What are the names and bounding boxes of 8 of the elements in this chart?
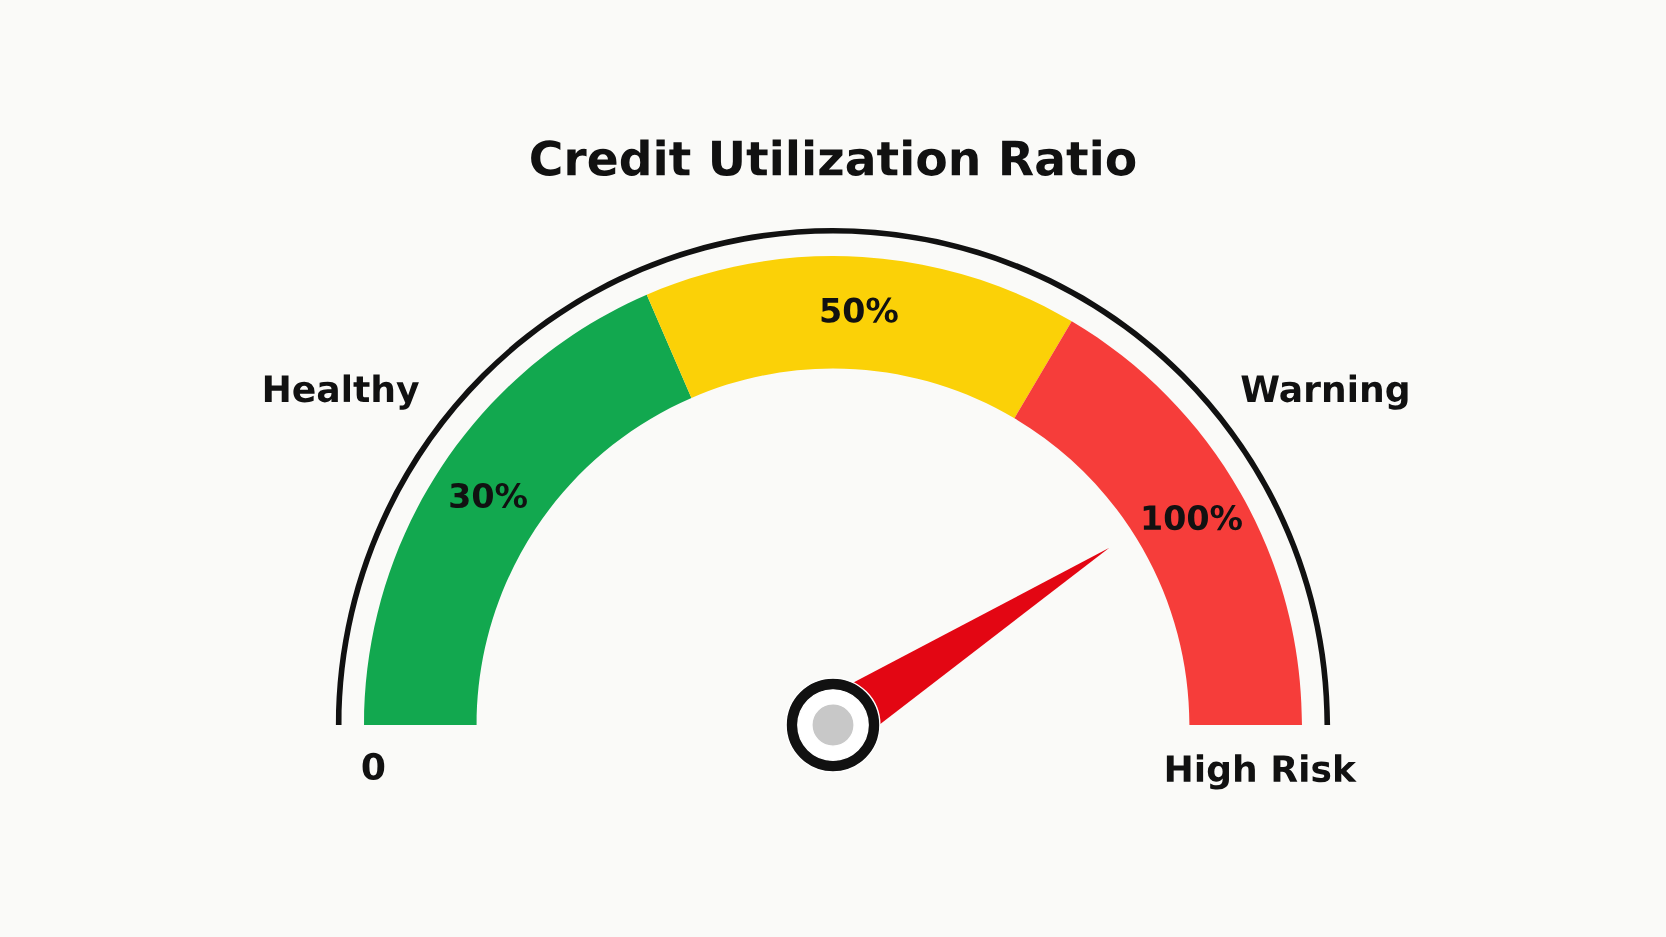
text: Healthy (264, 374, 419, 410)
slice-label: 50% (821, 297, 898, 323)
text: High Risk (1166, 754, 1357, 790)
slice-label: 30% (450, 482, 527, 509)
chart-title: Credit Utilization Ratio (531, 139, 1136, 176)
text: 0 (362, 752, 385, 781)
text: Warning (1241, 374, 1408, 410)
slice-label: 100% (1143, 505, 1242, 531)
